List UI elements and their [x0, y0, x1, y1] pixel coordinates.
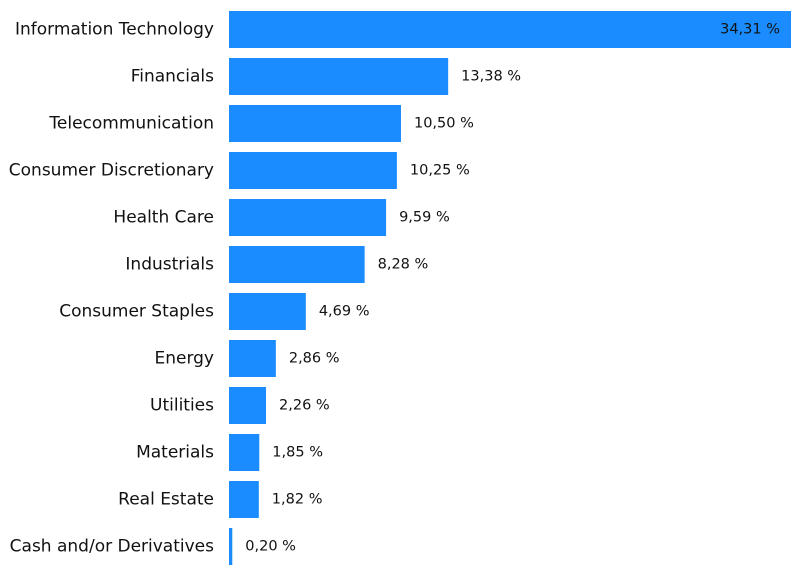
value-label: 2,26 %	[279, 398, 330, 414]
category-label: Consumer Discretionary	[9, 161, 214, 181]
bar-4	[229, 199, 387, 236]
category-label: Materials	[136, 443, 214, 463]
bar-7	[229, 340, 276, 377]
value-labels-layer: 34,31 % 13,38 % 10,50 % 10,25 % 9,59 % 8,28 %…	[245, 22, 780, 555]
category-labels-layer: Information Technology Financials Telecomm…	[9, 20, 214, 557]
value-label: 10,25 %	[410, 163, 470, 179]
bar-5	[229, 246, 365, 283]
bar-6	[229, 293, 306, 330]
value-label: 34,31 %	[720, 22, 780, 38]
value-label: 2,86 %	[289, 351, 340, 367]
category-label: Energy	[154, 349, 214, 369]
bar-9	[229, 434, 260, 471]
bar-1	[229, 58, 449, 95]
bar-2	[229, 105, 401, 142]
category-label: Information Technology	[15, 20, 214, 40]
bar-11	[229, 528, 233, 565]
value-label: 13,38 %	[461, 69, 521, 85]
category-label: Consumer Staples	[59, 302, 214, 322]
category-label: Telecommunication	[48, 114, 214, 134]
category-label: Real Estate	[118, 490, 214, 510]
value-label: 4,69 %	[319, 304, 370, 320]
category-label: Industrials	[125, 255, 214, 275]
bar-0	[229, 11, 791, 48]
bar-10	[229, 481, 259, 518]
bars-layer	[229, 11, 791, 565]
bar-8	[229, 387, 267, 424]
category-label: Health Care	[113, 208, 214, 228]
category-label: Cash and/or Derivatives	[10, 537, 214, 557]
value-label: 0,20 %	[245, 539, 296, 555]
category-label: Financials	[131, 67, 214, 87]
value-label: 9,59 %	[399, 210, 450, 226]
bar-3	[229, 152, 397, 189]
category-label: Utilities	[150, 396, 214, 416]
value-label: 1,85 %	[272, 445, 323, 461]
value-label: 1,82 %	[272, 492, 323, 508]
value-label: 10,50 %	[414, 116, 474, 132]
value-label: 8,28 %	[378, 257, 429, 273]
